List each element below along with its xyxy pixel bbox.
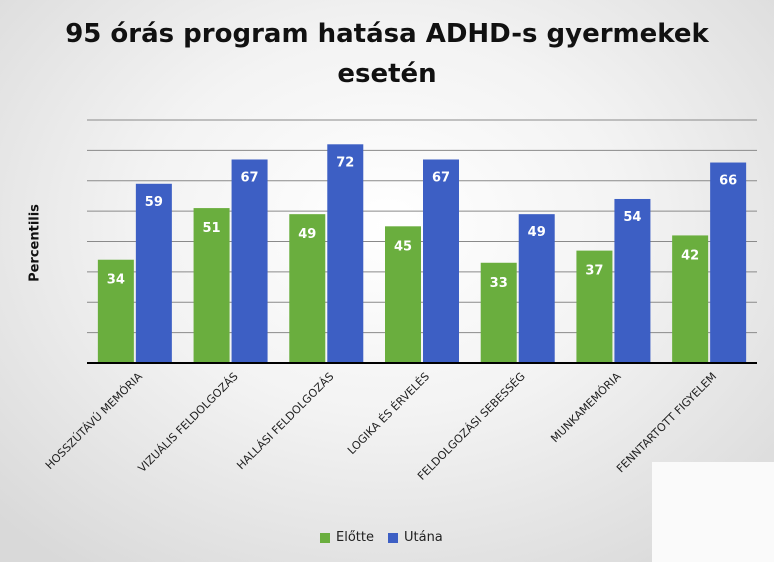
chart-title-line1: 95 órás program hatása ADHD-s gyermekek <box>65 19 709 49</box>
bar-before <box>480 262 517 363</box>
legend-item-before: Előtte <box>320 530 374 545</box>
chart-title-line2: esetén <box>337 59 437 89</box>
bar-before <box>672 235 709 363</box>
bar-before <box>193 208 230 363</box>
bar-after <box>614 198 651 363</box>
category-tick-label: LOGIKA ÉS ÉRVELÉS <box>345 370 432 457</box>
bar-after <box>423 159 459 363</box>
data-label: 67 <box>241 170 259 185</box>
category-tick-label: HALLÁSI FELDOLGOZÁS <box>234 370 336 472</box>
data-label: 49 <box>528 225 546 240</box>
category-tick-label: MUNKAMEMÓRIA <box>548 370 624 446</box>
data-label: 72 <box>336 155 354 170</box>
bar-after <box>710 162 747 363</box>
data-label: 33 <box>490 276 508 291</box>
category-tick-label: VIZUÁLIS FELDOLGOZÁS <box>136 370 241 475</box>
legend-label-before: Előtte <box>336 530 374 545</box>
data-label: 37 <box>585 264 603 279</box>
data-label: 34 <box>107 273 125 288</box>
legend-swatch-after <box>387 532 398 543</box>
chart-title: 95 órás program hatása ADHD-s gyermekek … <box>0 14 774 94</box>
bar-before <box>289 214 326 363</box>
category-tick-label: FENNTARTOTT FIGYELEM <box>614 370 719 475</box>
data-label: 54 <box>623 210 641 225</box>
data-label: 42 <box>681 248 699 263</box>
bar-after <box>231 159 268 363</box>
bar-after <box>135 183 172 363</box>
legend: Előtte Utána <box>320 530 443 545</box>
bar-before <box>576 250 613 363</box>
data-label: 49 <box>298 227 316 242</box>
bar-after <box>327 144 364 363</box>
bar-before <box>97 259 134 363</box>
data-label: 67 <box>432 170 450 185</box>
data-label: 51 <box>203 221 221 236</box>
data-label: 45 <box>394 239 412 254</box>
data-label: 66 <box>719 174 737 189</box>
blank-corner <box>652 462 774 562</box>
data-label: 59 <box>145 195 163 210</box>
legend-swatch-before <box>320 532 330 543</box>
bar-after <box>518 214 555 363</box>
category-tick-label: HOSSZÚTÁVÚ MEMÓRIA <box>43 370 145 472</box>
category-tick-label: FELDOLGOZÁSI SEBESSÉG <box>415 370 528 483</box>
bar-before <box>385 226 421 363</box>
legend-item-after: Utána <box>387 530 443 545</box>
legend-label-after: Utána <box>403 530 443 545</box>
